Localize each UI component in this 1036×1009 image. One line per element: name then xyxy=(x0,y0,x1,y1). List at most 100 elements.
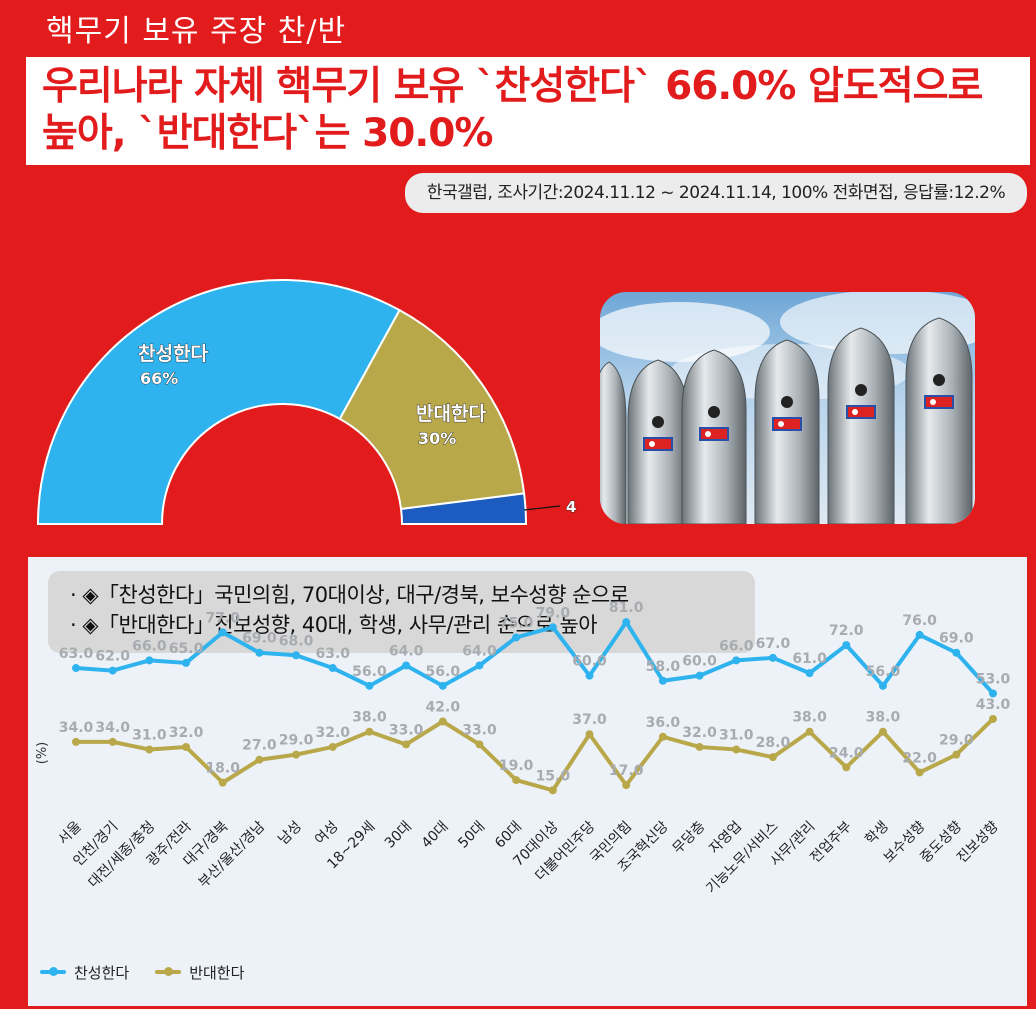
flag-mark xyxy=(772,417,802,431)
radiation-symbol xyxy=(652,416,664,428)
data-point xyxy=(805,727,814,736)
x-tick-label: 50대 xyxy=(455,819,488,852)
data-point xyxy=(768,653,777,662)
data-label: 79.0 xyxy=(536,605,571,621)
y-axis-label: (%) xyxy=(35,742,50,765)
legend-item-disagree: 반대한다 xyxy=(155,962,244,983)
x-tick-label: 진보성향 xyxy=(954,818,1002,866)
data-point xyxy=(145,745,154,754)
legend-swatch-disagree xyxy=(155,967,182,976)
nuclear-missiles-photo xyxy=(600,292,975,524)
data-point xyxy=(915,630,924,639)
data-label: 32.0 xyxy=(682,725,717,741)
flag-dot xyxy=(778,421,784,427)
data-label: 32.0 xyxy=(315,725,350,741)
data-point xyxy=(72,737,80,746)
data-label: 42.0 xyxy=(426,700,461,716)
gauge-label-disagree: 반대한다 xyxy=(416,403,486,425)
breakdown-panel: · ◈「찬성한다」국민의힘, 70대이상, 대구/경북, 보수성향 순으로 · … xyxy=(28,557,1027,1006)
flag-mark xyxy=(643,437,673,451)
data-label: 63.0 xyxy=(315,646,350,662)
data-point xyxy=(548,623,557,632)
flag-dot xyxy=(930,399,936,405)
gauge-value-other: 4 xyxy=(566,498,576,516)
data-label: 33.0 xyxy=(389,722,424,738)
summary-notes: · ◈「찬성한다」국민의힘, 70대이상, 대구/경북, 보수성향 순으로 · … xyxy=(48,571,755,653)
x-tick-label: 여성 xyxy=(312,819,342,849)
data-label: 43.0 xyxy=(976,697,1011,713)
data-label: 81.0 xyxy=(609,600,644,616)
data-point xyxy=(878,727,887,736)
data-label: 37.0 xyxy=(572,712,607,728)
data-label: 17.0 xyxy=(609,763,644,779)
data-label: 61.0 xyxy=(792,651,827,667)
data-label: 76.0 xyxy=(902,613,937,629)
data-label: 68.0 xyxy=(279,633,314,649)
chart-legend: 찬성한다 반대한다 xyxy=(40,961,270,983)
data-point xyxy=(365,681,374,690)
flag-mark xyxy=(924,395,954,409)
headline-line-1: 우리나라 자체 핵무기 보유 `찬성한다` 66.0% 압도적으로 xyxy=(42,64,983,109)
legend-label-agree: 찬성한다 xyxy=(74,963,130,982)
data-label: 69.0 xyxy=(242,631,277,647)
x-tick-label: 60대 xyxy=(492,819,525,852)
data-label: 34.0 xyxy=(95,720,130,736)
data-label: 38.0 xyxy=(866,710,901,726)
data-point xyxy=(915,768,924,777)
x-tick-label: 학생 xyxy=(862,819,892,849)
data-point xyxy=(438,681,447,690)
note-agree: · ◈「찬성한다」국민의힘, 70대이상, 대구/경북, 보수성향 순으로 xyxy=(70,583,629,607)
data-label: 72.0 xyxy=(829,623,864,639)
data-label: 31.0 xyxy=(132,728,167,744)
data-label: 31.0 xyxy=(719,728,754,744)
data-label: 63.0 xyxy=(59,646,94,662)
data-label: 64.0 xyxy=(462,643,497,659)
data-point xyxy=(328,742,337,751)
data-point xyxy=(878,681,887,690)
data-point xyxy=(622,781,631,790)
note-disagree: · ◈「반대한다」진보성향, 40대, 학생, 사무/관리 순으로 높아 xyxy=(70,613,598,637)
x-tick-label: 무당층 xyxy=(670,818,709,857)
data-point xyxy=(365,727,374,736)
data-point xyxy=(108,737,117,746)
data-label: 69.0 xyxy=(939,631,974,647)
data-point xyxy=(842,763,851,772)
data-point xyxy=(658,732,667,741)
top-label: 핵무기 보유 주장 찬/반 xyxy=(46,14,347,49)
data-point xyxy=(475,661,484,670)
radiation-symbol xyxy=(781,396,793,408)
gauge-value-agree: 66% xyxy=(140,369,178,388)
radiation-symbol xyxy=(708,406,720,418)
source-info: 한국갤럽, 조사기간:2024.11.12 ~ 2024.11.14, 100%… xyxy=(405,173,1027,213)
data-label: 36.0 xyxy=(646,715,681,731)
data-label: 27.0 xyxy=(242,738,277,754)
data-label: 56.0 xyxy=(426,664,461,680)
headline-box: 우리나라 자체 핵무기 보유 `찬성한다` 66.0% 압도적으로 높아, `반… xyxy=(26,57,1030,165)
data-label: 29.0 xyxy=(279,733,314,749)
legend-swatch-agree xyxy=(40,967,66,976)
data-point xyxy=(182,658,191,667)
gauge-value-disagree: 30% xyxy=(418,429,456,448)
missile-3 xyxy=(754,339,820,524)
data-label: 19.0 xyxy=(499,758,534,774)
data-point xyxy=(402,661,411,670)
data-point xyxy=(512,633,521,642)
data-point xyxy=(952,750,961,759)
data-point xyxy=(218,628,227,637)
x-tick-label: 30대 xyxy=(382,819,415,852)
data-point xyxy=(512,776,521,785)
data-label: 29.0 xyxy=(939,733,974,749)
gauge-slice-0 xyxy=(36,279,401,525)
x-tick-label: 40대 xyxy=(419,819,452,852)
data-label: 32.0 xyxy=(169,725,204,741)
data-point xyxy=(182,742,191,751)
flag-dot xyxy=(649,441,655,447)
data-label: 60.0 xyxy=(682,654,717,670)
missiles-illustration xyxy=(600,292,975,524)
data-point xyxy=(255,648,264,657)
data-label: 66.0 xyxy=(132,638,167,654)
data-point xyxy=(585,671,594,680)
data-point xyxy=(145,656,154,665)
data-point xyxy=(475,740,484,749)
data-label: 75.0 xyxy=(499,615,534,631)
